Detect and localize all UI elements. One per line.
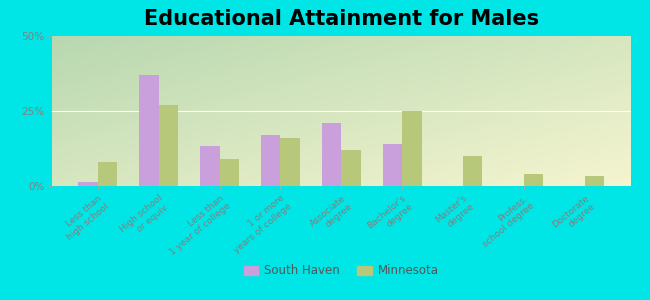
Bar	[159, 105, 178, 186]
Bar	[139, 75, 159, 186]
Bar	[98, 162, 117, 186]
Bar	[322, 123, 341, 186]
Bar	[524, 174, 543, 186]
Bar	[585, 176, 604, 186]
Bar	[463, 156, 482, 186]
Bar	[78, 182, 98, 186]
Bar	[261, 135, 280, 186]
Bar	[220, 159, 239, 186]
Bar	[383, 144, 402, 186]
Title: Educational Attainment for Males: Educational Attainment for Males	[144, 9, 539, 29]
Bar	[402, 111, 422, 186]
Legend: South Haven, Minnesota: South Haven, Minnesota	[239, 260, 443, 282]
Bar	[341, 150, 361, 186]
Bar	[280, 138, 300, 186]
Bar	[200, 146, 220, 186]
